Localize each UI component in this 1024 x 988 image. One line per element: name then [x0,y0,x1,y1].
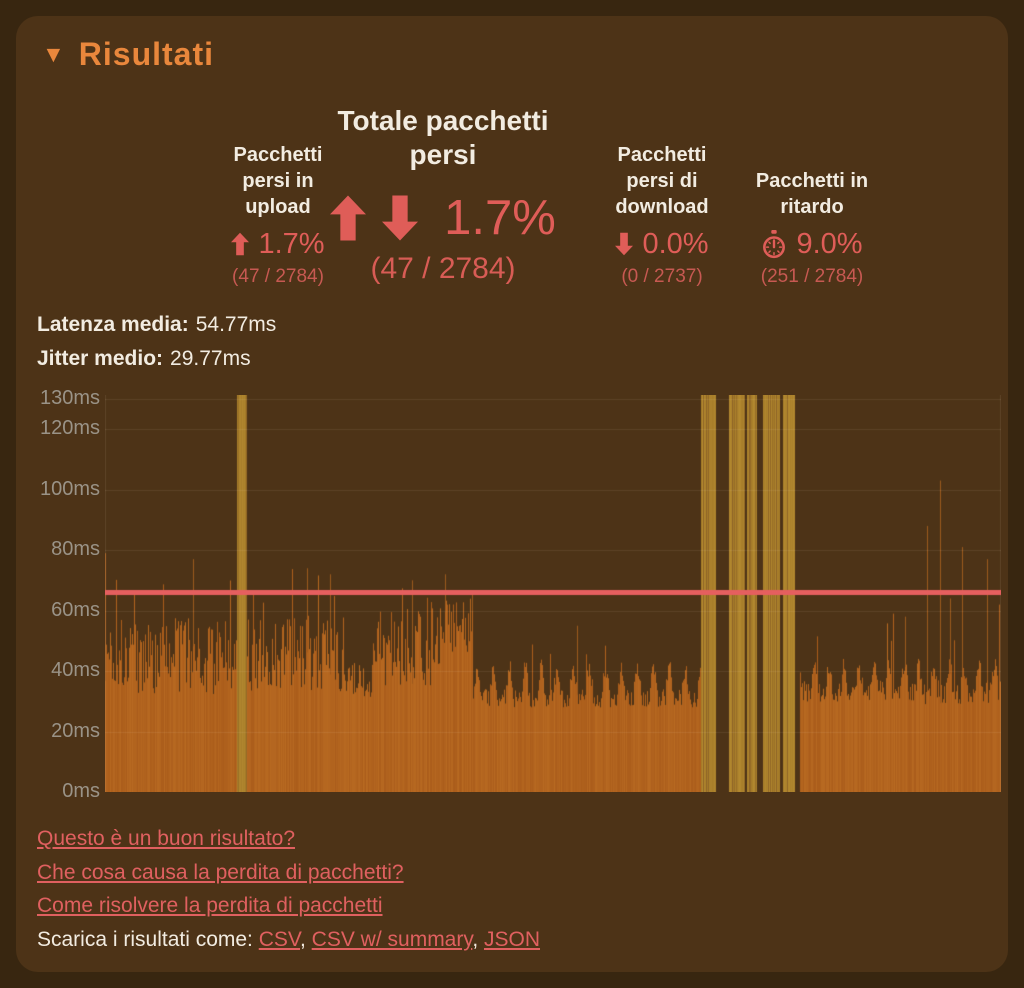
average-jitter-row: Jitter medio: 29.77ms [37,342,276,376]
summary-metrics: Latenza media: 54.77ms Jitter medio: 29.77… [37,308,276,376]
results-panel: ▼ Risultati Pacchetti persi in upload 1.… [16,16,1008,972]
stopwatch-icon [761,229,787,259]
stat-total-label: Totale pacchetti persi [337,105,549,170]
average-jitter-value: 29.77ms [170,347,251,370]
stat-total-fraction: (47 / 2784) [370,252,516,285]
stat-download-loss: Pacchetti persi di download 0.0% (0 / 27… [552,142,772,288]
average-latency-row: Latenza media: 54.77ms [37,308,276,342]
stat-download-value: 0.0% [552,228,772,260]
stat-late-fraction: (251 / 2784) [760,266,864,287]
collapse-triangle-icon: ▼ [42,40,65,67]
y-axis-tick-label: 60ms [51,598,100,621]
separator: , [300,927,312,951]
stat-upload-loss: Pacchetti persi in upload 1.7% (47 / 278… [178,142,378,288]
average-jitter-label: Jitter medio: [37,347,164,370]
y-axis-tick-label: 120ms [39,417,100,440]
stat-download-label: Pacchetti persi di download [615,144,709,218]
link-good-result[interactable]: Questo è un buon risultato? [37,827,296,850]
stat-upload-value: 1.7% [178,228,378,260]
stat-total-value: 1.7% [263,190,623,246]
results-section-header[interactable]: ▼ Risultati [42,32,214,76]
link-fix-packet-loss[interactable]: Come risolvere la perdita di pacchetti [37,894,383,917]
page-title: Risultati [78,35,214,72]
stat-late-label: Pacchetti in ritardo [755,170,869,218]
arrow-up-icon [231,232,250,256]
help-links: Questo è un buon risultato? Che cosa cau… [37,822,540,956]
stat-upload-percent: 1.7% [258,228,325,260]
y-axis-tick-label: 0ms [62,780,100,802]
arrow-down-icon [382,193,419,243]
average-latency-label: Latenza media: [37,313,189,336]
arrow-up-icon [330,193,367,243]
link-packet-loss-causes[interactable]: Che cosa causa la perdita di pacchetti? [37,860,404,884]
average-latency-value: 54.77ms [195,313,277,336]
stat-late-packets: Pacchetti in ritardo [702,168,922,288]
stat-total-loss: Totale pacchetti persi 1.7% (47 / 2784) [263,104,623,288]
separator: , [472,927,484,951]
stat-late-value: 9.0% [702,228,922,260]
arrow-down-icon [615,232,634,256]
stat-upload-fraction: (47 / 2784) [232,266,324,287]
download-results-row: Scarica i risultati come: CSV, CSV w/ su… [37,923,540,957]
stat-download-percent: 0.0% [642,228,709,260]
y-axis-tick-label: 80ms [51,538,100,561]
stat-late-percent: 9.0% [796,228,863,260]
stat-total-percent: 1.7% [444,191,556,245]
y-axis-tick-label: 20ms [51,719,100,742]
y-axis-tick-label: 100ms [39,477,100,500]
download-json-link[interactable]: JSON [483,927,540,951]
stat-upload-label: Pacchetti persi in upload [233,144,323,218]
download-csv-link[interactable]: CSV [258,927,300,951]
download-results-label: Scarica i risultati come: [37,927,259,951]
stats-row: Pacchetti persi in upload 1.7% (47 / 278… [16,80,1008,288]
stat-download-fraction: (0 / 2737) [621,266,703,287]
y-axis-tick-label: 130ms [39,386,100,409]
latency-chart-canvas [105,395,1001,792]
y-axis-tick-label: 40ms [51,659,100,682]
download-csv-summary-link[interactable]: CSV w/ summary [311,927,473,951]
